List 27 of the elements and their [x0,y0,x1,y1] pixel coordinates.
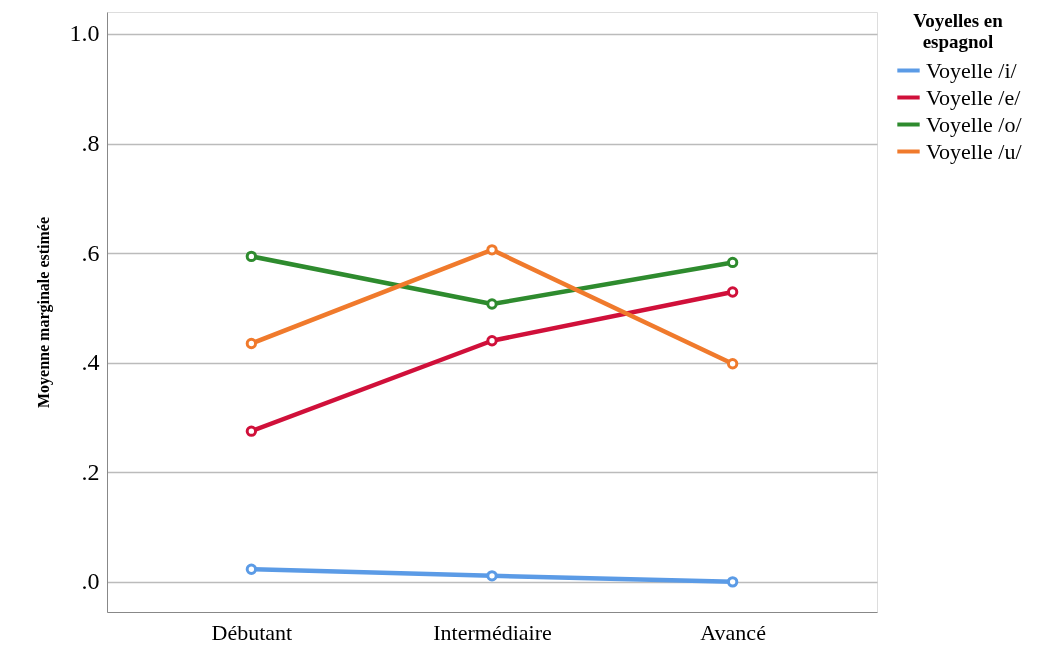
point [726,256,739,269]
legend-label: Voyelle /e/ [926,84,1022,110]
point [726,286,739,298]
y-tick-label: .8 [81,130,100,157]
point [486,570,498,582]
legend-title: Voyelles en espagnol [913,10,1004,52]
point [245,250,258,263]
y-tick-label: 1.0 [69,20,100,47]
y-axis-title: Moyenne marginale estimée [34,216,53,409]
legend-label: Voyelle /u/ [926,138,1023,164]
x-tick-label: Débutant [211,619,293,645]
point [245,337,258,350]
y-tick-label: .4 [81,349,100,376]
point [245,563,258,575]
point [726,358,739,370]
legend-label: Voyelle /i/ [926,57,1018,83]
point [245,425,258,437]
point [486,335,498,347]
y-tick-label: .6 [81,239,100,266]
y-tick-label: .2 [81,458,100,485]
x-tick-label: Intermédiaire [433,619,552,645]
point [726,576,739,588]
y-tick-label: .0 [81,568,100,595]
point [486,244,498,256]
x-tick-label: Avancé [700,619,766,645]
legend-label: Voyelle /o/ [926,111,1023,137]
point [486,298,498,310]
